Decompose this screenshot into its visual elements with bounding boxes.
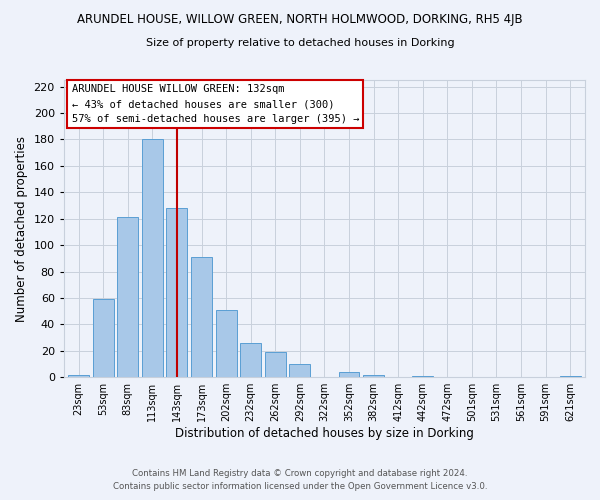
Bar [289, 364, 310, 377]
Bar [118, 218, 138, 377]
Bar [215, 310, 236, 377]
Bar [191, 257, 212, 377]
Bar [93, 300, 113, 377]
Bar [363, 374, 384, 377]
Bar [68, 374, 89, 377]
Text: Size of property relative to detached houses in Dorking: Size of property relative to detached ho… [146, 38, 454, 48]
Bar [338, 372, 359, 377]
Bar [265, 352, 286, 377]
Y-axis label: Number of detached properties: Number of detached properties [15, 136, 28, 322]
Text: ARUNDEL HOUSE WILLOW GREEN: 132sqm
← 43% of detached houses are smaller (300)
57: ARUNDEL HOUSE WILLOW GREEN: 132sqm ← 43%… [71, 84, 359, 124]
Bar [166, 208, 187, 377]
Bar [142, 140, 163, 377]
Text: ARUNDEL HOUSE, WILLOW GREEN, NORTH HOLMWOOD, DORKING, RH5 4JB: ARUNDEL HOUSE, WILLOW GREEN, NORTH HOLMW… [77, 12, 523, 26]
Text: Contains HM Land Registry data © Crown copyright and database right 2024.: Contains HM Land Registry data © Crown c… [132, 468, 468, 477]
X-axis label: Distribution of detached houses by size in Dorking: Distribution of detached houses by size … [175, 427, 474, 440]
Bar [560, 376, 581, 377]
Text: Contains public sector information licensed under the Open Government Licence v3: Contains public sector information licen… [113, 482, 487, 491]
Bar [240, 343, 261, 377]
Bar [412, 376, 433, 377]
